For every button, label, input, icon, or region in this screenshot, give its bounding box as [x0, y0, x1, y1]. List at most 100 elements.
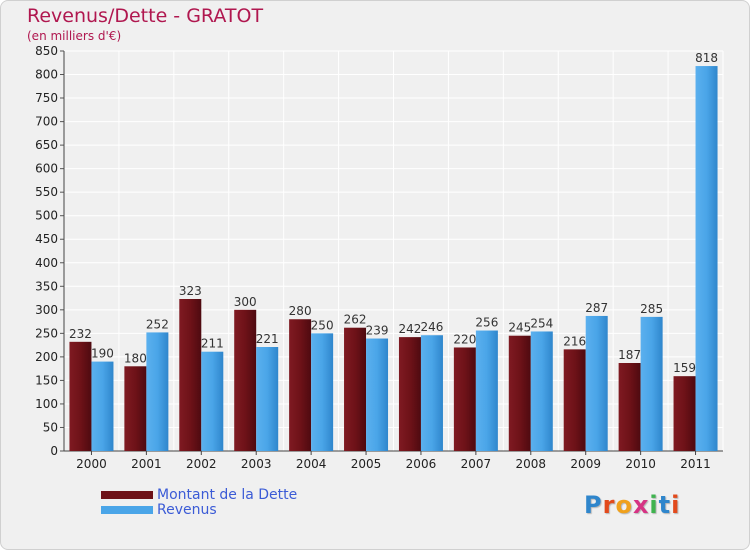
brand-letter: t [658, 491, 672, 519]
y-tick-label: 850 [35, 44, 58, 58]
y-tick-label: 700 [35, 115, 58, 129]
data-label-dette: 187 [618, 348, 641, 362]
bar-dette [563, 349, 586, 451]
x-tick-label: 2005 [351, 457, 382, 471]
bar-revenus [146, 332, 169, 451]
bar-revenus [420, 335, 443, 451]
data-label-revenus: 190 [91, 347, 114, 361]
bar-dette [124, 366, 147, 451]
y-tick-label: 0 [50, 444, 58, 458]
y-tick-label: 650 [35, 138, 58, 152]
grid-lines [63, 50, 724, 452]
brand-letter: i [671, 491, 681, 519]
legend-item-dette: Montant de la Dette [101, 486, 298, 503]
data-label-revenus: 221 [256, 332, 279, 346]
bar-revenus [640, 316, 663, 451]
bar-dette [618, 363, 641, 451]
bars [69, 66, 718, 451]
data-label-dette: 180 [124, 351, 147, 365]
y-tick-label: 200 [35, 350, 58, 364]
bar-revenus [256, 347, 279, 451]
y-tick-label: 50 [43, 420, 58, 434]
data-label-revenus: 211 [201, 337, 224, 351]
legend-label-revenus: Revenus [157, 501, 217, 518]
x-tick-label: 2004 [296, 457, 327, 471]
y-tick-label: 350 [35, 279, 58, 293]
data-label-dette: 245 [508, 321, 531, 335]
data-label-dette: 262 [344, 313, 367, 327]
data-label-revenus: 250 [311, 318, 334, 332]
bar-revenus [201, 351, 224, 451]
chart-title: Revenus/Dette - GRATOT [27, 5, 264, 27]
bar-dette [508, 335, 531, 451]
x-tick-label: 2006 [406, 457, 437, 471]
data-label-revenus: 252 [146, 317, 169, 331]
data-label-dette: 300 [234, 295, 257, 309]
x-tick-label: 2007 [461, 457, 492, 471]
data-label-dette: 216 [563, 334, 586, 348]
data-label-revenus: 254 [530, 316, 553, 330]
brand-letter: o [615, 491, 633, 519]
x-tick-label: 2000 [76, 457, 107, 471]
data-label-dette: 242 [399, 322, 422, 336]
data-label-revenus: 246 [421, 320, 444, 334]
bar-revenus [475, 330, 498, 451]
bar-dette [673, 376, 696, 451]
bar-revenus [311, 333, 334, 451]
y-tick-label: 800 [35, 68, 58, 82]
data-label-dette: 232 [69, 327, 92, 341]
legend-swatch-dette [101, 490, 153, 499]
brand-letter: r [602, 491, 616, 519]
y-tick-label: 250 [35, 326, 58, 340]
y-tick-label: 150 [35, 373, 58, 387]
bar-dette [344, 327, 367, 451]
bar-dette [289, 319, 312, 451]
axes: 0 50 100 150 200 250 300 350 400 450 500 550 600 650 7… [35, 44, 723, 471]
brand-letter: i [649, 491, 659, 519]
bar-dette [453, 347, 476, 451]
data-label-dette: 280 [289, 304, 312, 318]
chart-subtitle: (en milliers d'€) [27, 29, 122, 43]
bar-dette [234, 309, 257, 451]
x-tick-label: 2009 [570, 457, 601, 471]
y-tick-label: 300 [35, 303, 58, 317]
data-label-revenus: 256 [475, 316, 498, 330]
bar-dette [69, 341, 92, 451]
y-tick-label: 400 [35, 256, 58, 270]
legend-swatch-revenus [101, 505, 153, 514]
data-label-revenus: 818 [695, 51, 718, 65]
brand-letter: P [584, 491, 603, 519]
bar-dette [398, 337, 421, 451]
bar-revenus [91, 361, 114, 451]
data-label-dette: 159 [673, 361, 696, 375]
x-tick-label: 2008 [516, 457, 547, 471]
bar-dette [179, 299, 202, 451]
data-label-revenus: 285 [640, 302, 663, 316]
brand-letter: x [632, 491, 650, 519]
bar-revenus [695, 66, 718, 451]
y-tick-label: 450 [35, 232, 58, 246]
legend-label-dette: Montant de la Dette [157, 486, 298, 503]
data-label-dette: 323 [179, 284, 202, 298]
data-label-revenus: 287 [585, 301, 608, 315]
data-label-revenus: 239 [366, 324, 389, 338]
y-tick-label: 100 [35, 397, 58, 411]
x-tick-label: 2010 [625, 457, 656, 471]
legend: Montant de la Dette Revenus [101, 486, 298, 518]
x-tick-label: 2002 [186, 457, 217, 471]
x-tick-label: 2003 [241, 457, 272, 471]
brand-logo: Proxiti [584, 491, 680, 519]
y-tick-label: 750 [35, 91, 58, 105]
legend-item-revenus: Revenus [101, 501, 297, 518]
bar-revenus [366, 338, 389, 451]
y-tick-label: 550 [35, 185, 58, 199]
bar-revenus [585, 315, 608, 451]
x-tick-label: 2011 [680, 457, 711, 471]
data-label-dette: 220 [453, 332, 476, 346]
x-tick-label: 2001 [131, 457, 162, 471]
y-tick-label: 600 [35, 162, 58, 176]
y-tick-label: 500 [35, 209, 58, 223]
